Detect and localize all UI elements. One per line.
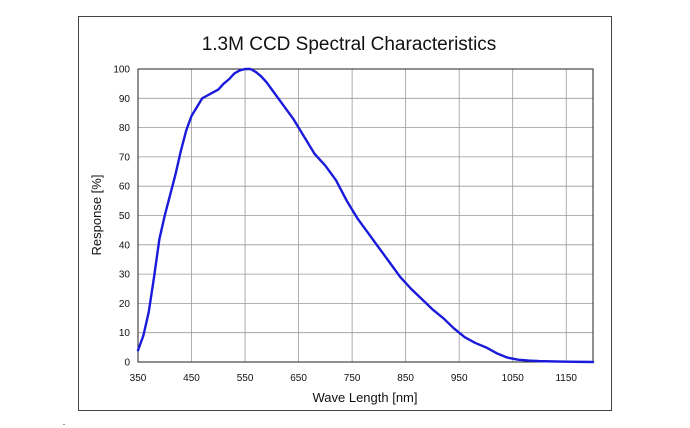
y-tick-label: 0 (124, 358, 130, 369)
y-tick-label: 30 (119, 270, 131, 281)
y-tick-labels: 0 10 20 30 40 50 60 70 80 90 100 (113, 65, 130, 369)
x-tick-label: 550 (237, 373, 254, 384)
y-tick-label: 40 (119, 240, 131, 251)
x-tick-label: 750 (344, 373, 361, 384)
series-line-response (136, 67, 595, 364)
y-tick-label: 100 (113, 65, 130, 76)
y-tick-label: 70 (119, 152, 131, 163)
plot-area-border (137, 68, 594, 363)
y-tick-label: 50 (119, 211, 131, 222)
x-tick-label: 850 (397, 373, 414, 384)
chart-title: 1.3M CCD Spectral Characteristics (202, 34, 497, 55)
x-tick-label: 350 (130, 373, 147, 384)
x-tick-label: 950 (451, 373, 468, 384)
stray-dot (63, 424, 65, 425)
x-tick-label: 650 (290, 373, 307, 384)
y-axis-label: Response [%] (89, 175, 104, 256)
y-tick-label: 60 (119, 182, 131, 193)
x-axis-label: Wave Length [nm] (312, 390, 417, 405)
x-tick-label: 1150 (555, 373, 577, 384)
grid-layer (137, 68, 593, 363)
y-tick-label: 90 (119, 94, 131, 105)
y-tick-label: 80 (119, 123, 131, 134)
chart-frame (78, 16, 612, 411)
x-tick-label: 450 (183, 373, 200, 384)
x-tick-labels: 350 450 550 650 750 850 950 1050 1150 (130, 373, 578, 384)
y-tick-label: 20 (119, 299, 131, 310)
x-tick-label: 1050 (502, 373, 525, 384)
y-tick-label: 10 (119, 328, 131, 339)
